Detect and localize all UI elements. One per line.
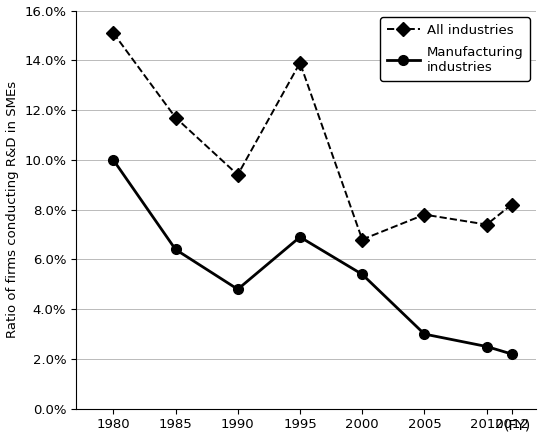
All industries — [421, 212, 428, 217]
Manufacturing
industries — [110, 157, 117, 163]
All industries — [359, 237, 365, 242]
Y-axis label: Ratio of firms conducting R&D in SMEs: Ratio of firms conducting R&D in SMEs — [5, 81, 18, 338]
All industries — [508, 202, 515, 207]
Manufacturing
industries — [172, 247, 179, 252]
All industries — [172, 115, 179, 120]
All industries — [110, 30, 117, 35]
Manufacturing
industries — [296, 234, 303, 239]
All industries — [296, 60, 303, 66]
Manufacturing
industries — [235, 287, 241, 292]
Manufacturing
industries — [421, 331, 428, 336]
All industries — [235, 172, 241, 177]
Manufacturing
industries — [359, 272, 365, 277]
Line: All industries: All industries — [108, 28, 517, 244]
Text: (FY): (FY) — [504, 419, 531, 433]
Manufacturing
industries — [508, 351, 515, 357]
Legend: All industries, Manufacturing
industries: All industries, Manufacturing industries — [380, 17, 530, 80]
Manufacturing
industries — [483, 344, 490, 349]
All industries — [483, 222, 490, 227]
Line: Manufacturing
industries: Manufacturing industries — [108, 155, 517, 359]
